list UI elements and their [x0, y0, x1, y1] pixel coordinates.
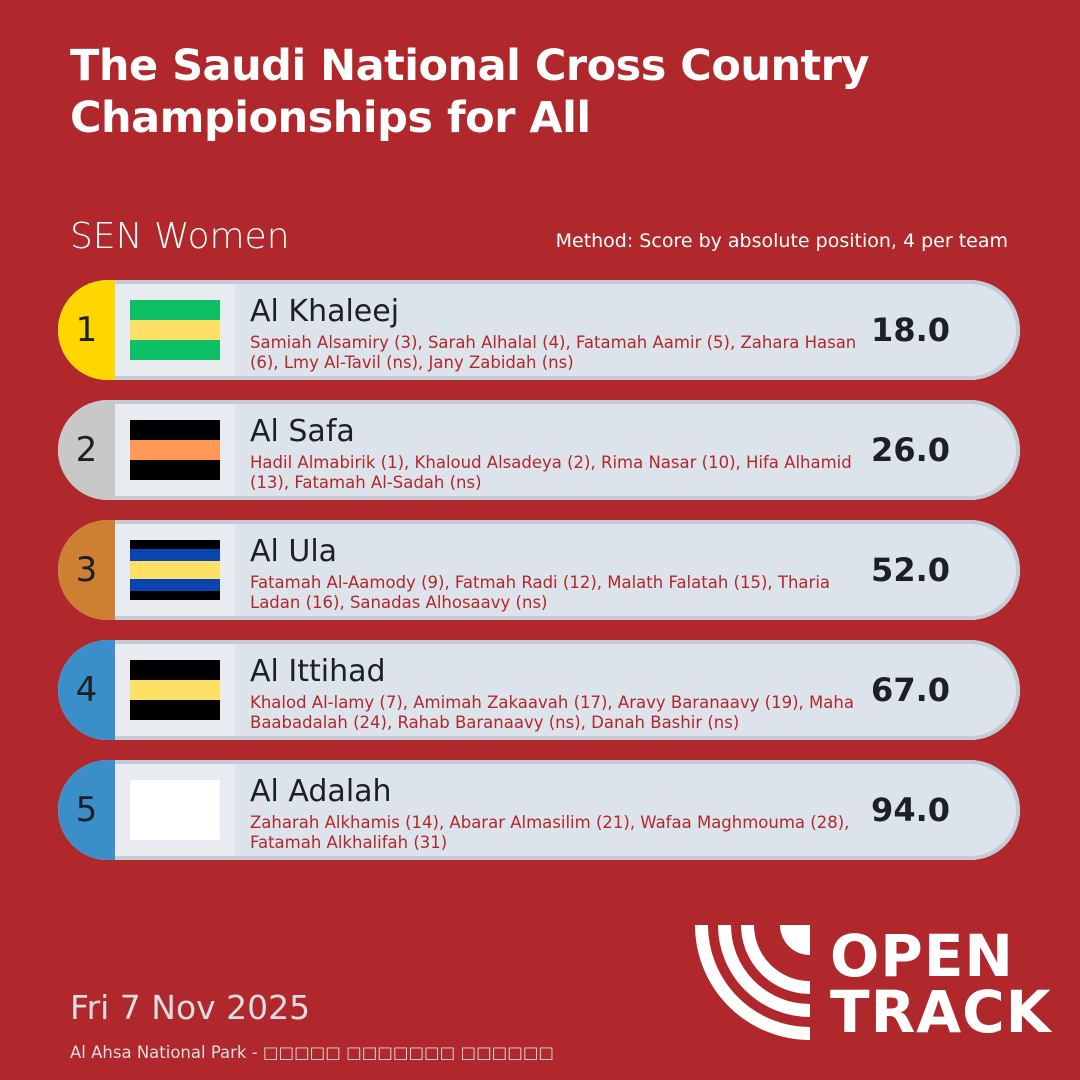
flag-stripe: [130, 548, 220, 562]
team-row: 5 Al Adalah Zaharah Alkhamis (14), Abara…: [58, 760, 1020, 860]
opentrack-logo-icon: [695, 925, 811, 1040]
team-members: Fatamah Al-Aamody (9), Fatmah Radi (12),…: [250, 573, 831, 612]
flag-stripe: [130, 540, 220, 549]
rank-badge: 2: [58, 400, 115, 500]
rank-badge: 5: [58, 760, 115, 860]
scoring-method: Method: Score by absolute position, 4 pe…: [555, 230, 1008, 252]
team-row: 3 Al Ula Fatamah Al-Aamody (9), Fatmah R…: [58, 520, 1020, 620]
team-name: Al Adalah: [250, 774, 392, 809]
flag-stripe: [130, 561, 220, 579]
event-venue: Al Ahsa National Park - □□□□□ □□□□□□□ □□…: [70, 1043, 555, 1062]
team-flag-icon: [130, 660, 220, 720]
flag-stripe: [130, 680, 220, 700]
rank-badge: 1: [58, 280, 115, 380]
team-row: 2 Al Safa Hadil Almabirik (1), Khaloud A…: [58, 400, 1020, 500]
category-label: SEN Women: [70, 216, 290, 257]
flag-stripe: [130, 440, 220, 460]
team-name: Al Safa: [250, 414, 355, 449]
team-name: Al Ittihad: [250, 654, 386, 689]
team-score: 26.0: [871, 431, 950, 469]
team-members: Khalod Al-lamy (7), Amimah Zakaavah (17)…: [250, 693, 854, 732]
team-members: Hadil Almabirik (1), Khaloud Alsadeya (2…: [250, 453, 852, 492]
flag-stripe: [130, 780, 220, 840]
flag-stripe: [130, 660, 220, 680]
flag-stripe: [130, 700, 220, 720]
logo-line-1: OPEN: [830, 922, 1014, 990]
flag-stripe: [130, 420, 220, 440]
team-name: Al Khaleej: [250, 294, 400, 329]
team-name: Al Ula: [250, 534, 338, 569]
team-row: 1 Al Khaleej Samiah Alsamiry (3), Sarah …: [58, 280, 1020, 380]
team-members: Samiah Alsamiry (3), Sarah Alhalal (4), …: [250, 333, 857, 372]
flag-stripe: [130, 591, 220, 601]
logo-line-2: TRACK: [830, 978, 1052, 1046]
rank-badge: 4: [58, 640, 115, 740]
team-row: 4 Al Ittihad Khalod Al-lamy (7), Amimah …: [58, 640, 1020, 740]
page-title: The Saudi National Cross Country Champio…: [70, 41, 869, 143]
flag-stripe: [130, 300, 220, 320]
event-date: Fri 7 Nov 2025: [70, 988, 311, 1027]
flag-stripe: [130, 320, 220, 340]
team-score: 94.0: [871, 791, 950, 829]
flag-stripe: [130, 460, 220, 480]
team-flag-icon: [130, 420, 220, 480]
team-score: 67.0: [871, 671, 950, 709]
team-flag-icon: [130, 300, 220, 360]
flag-stripe: [130, 340, 220, 360]
team-score: 18.0: [871, 311, 950, 349]
flag-stripe: [130, 578, 220, 592]
team-flag-icon: [130, 780, 220, 840]
team-score: 52.0: [871, 551, 950, 589]
team-flag-icon: [130, 540, 220, 601]
rank-badge: 3: [58, 520, 115, 620]
opentrack-logo-text: OPEN TRACK: [830, 922, 1052, 1046]
team-members: Zaharah Alkhamis (14), Abarar Almasilim …: [250, 813, 850, 852]
